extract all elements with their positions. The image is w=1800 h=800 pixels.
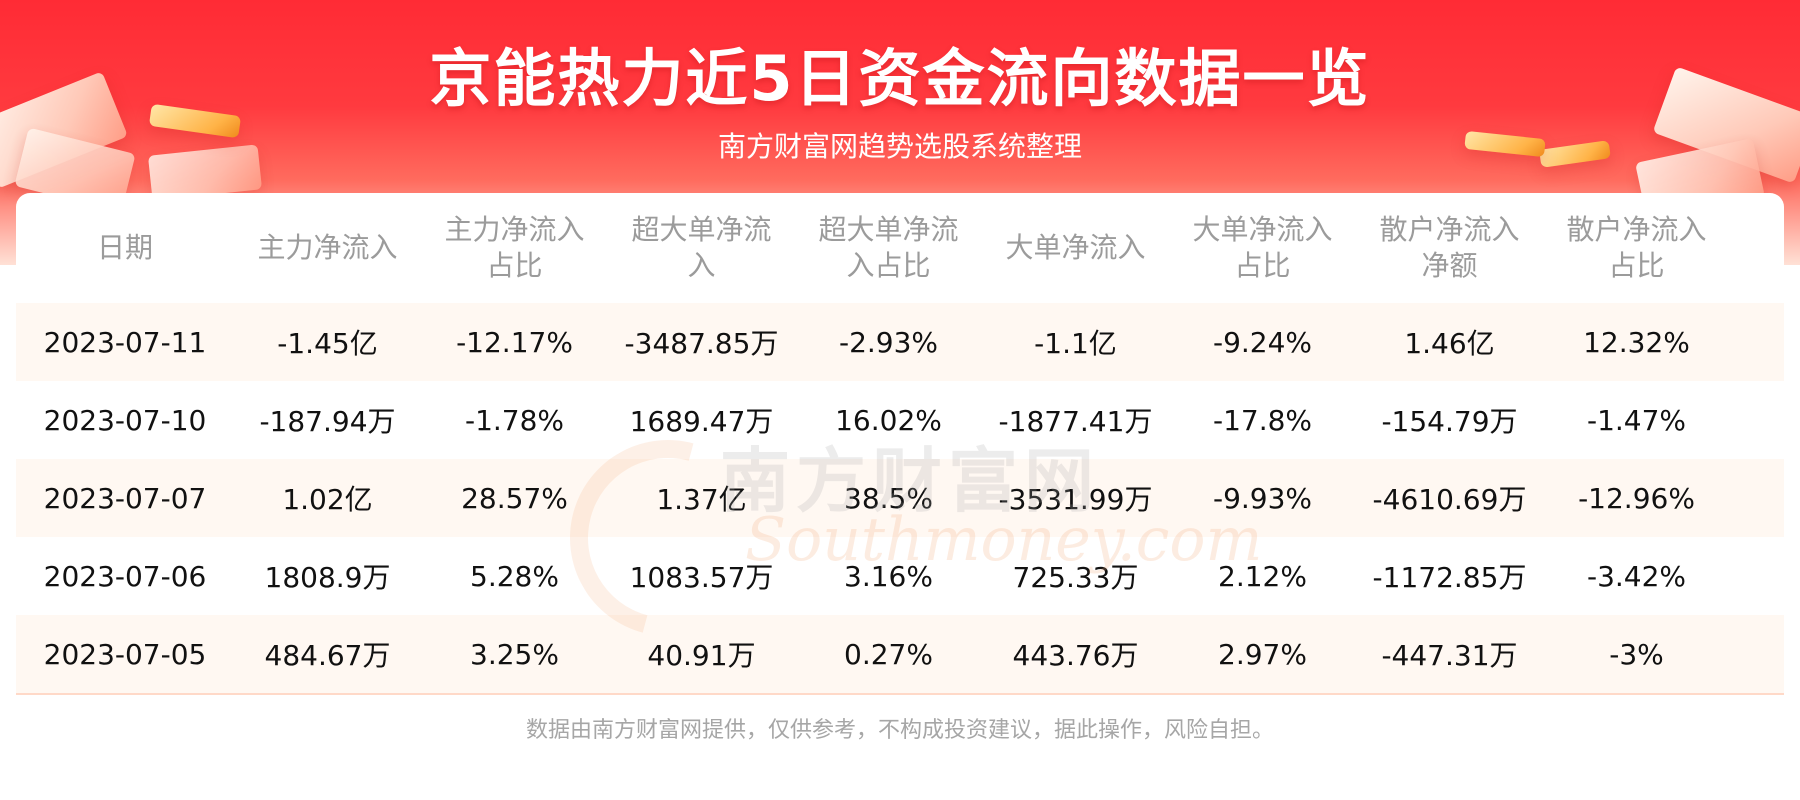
value-cell: 1689.47万 [629,405,774,438]
column-header-label: 散户净流入 [1379,213,1520,246]
column-header: 主力净流入 [234,193,421,303]
column-header-label: 大单净流入 [1005,231,1146,264]
value-cell: -3487.85万 [624,327,779,360]
table-row: 2023-07-07 1.02亿 28.57% 1.37亿 38.5% -3531.99万… [16,459,1784,537]
column-header: 大单净流入 占比 [1169,193,1356,303]
table-row: 2023-07-05 484.67万 3.25% 40.91万 0.27% 443.76万… [16,615,1784,693]
page-title: 京能热力近5日资金流向数据一览 [429,42,1371,115]
column-header: 超大单净流 入占比 [795,193,982,303]
column-header-label: 净额 [1421,249,1478,282]
value-cell: -1877.41万 [998,405,1153,438]
value-cell: 40.91万 [647,639,756,672]
value-cell: -4610.69万 [1372,483,1527,516]
column-header-label: 入占比 [846,249,931,282]
column-header: 日期 [16,193,234,303]
column-header-label: 超大单净流 [818,213,959,246]
column-header-label: 日期 [96,231,153,264]
value-cell: -1.45亿 [277,327,378,360]
value-cell: 443.76万 [1012,639,1139,672]
value-cell: 484.67万 [264,639,391,672]
column-header-label: 主力净流入 [257,231,398,264]
value-cell: 1.37亿 [656,483,747,516]
value-cell: -187.94万 [259,405,396,438]
column-header: 散户净流入 占比 [1543,193,1730,303]
value-cell: 3.16% [844,559,933,593]
table-row: 2023-07-11 -1.45亿 -12.17% -3487.85万 -2.93% -1… [16,303,1784,381]
value-cell: 1083.57万 [629,561,774,594]
value-cell: -3% [1609,637,1664,671]
footer-disclaimer: 数据由南方财富网提供，仅供参考，不构成投资建议，据此操作，风险自担。 [525,718,1274,743]
table-row: 2023-07-06 1808.9万 5.28% 1083.57万 3.16% 725.3… [16,537,1784,615]
value-cell: 28.57% [461,481,568,515]
value-cell: -1.78% [464,403,565,437]
column-header-label: 占比 [1234,249,1291,282]
value-cell: 725.33万 [1012,561,1139,594]
column-header-label: 入 [687,249,716,282]
value-cell: 0.27% [844,637,933,671]
value-cell: 2.97% [1218,637,1307,671]
date-cell: 2023-07-10 [43,403,207,437]
table-row: 2023-07-10 -187.94万 -1.78% 1689.47万 16.02% -1… [16,381,1784,459]
value-cell: -1.47% [1586,403,1687,437]
page-subtitle: 南方财富网趋势选股系统整理 [717,130,1082,163]
value-cell: -1172.85万 [1372,561,1527,594]
value-cell: -12.96% [1578,481,1695,515]
value-cell: 2.12% [1218,559,1307,593]
value-cell: 16.02% [835,403,942,437]
value-cell: 3.25% [470,637,559,671]
column-header-label: 超大单净流 [631,213,772,246]
value-cell: -9.24% [1212,325,1313,359]
value-cell: -9.93% [1212,481,1313,515]
data-table-card: 日期 主力净流入 主力净流入 占比 超大单净流入超大单净流 入占比 大单净流入 大单净流入 占比… [16,193,1784,693]
table-header-row: 日期 主力净流入 主力净流入 占比 超大单净流入超大单净流 入占比 大单净流入 大单净流入 占比… [16,193,1784,303]
column-header: 超大单净流入 [608,193,795,303]
value-cell: 1.46亿 [1404,327,1495,360]
column-header-label: 散户净流入 [1566,213,1707,246]
table-body: 2023-07-11 -1.45亿 -12.17% -3487.85万 -2.93% -1… [16,303,1784,693]
column-header-label: 大单净流入 [1192,213,1333,246]
column-header: 散户净流入 净额 [1356,193,1543,303]
column-header-label: 占比 [1608,249,1665,282]
value-cell: -447.31万 [1381,639,1518,672]
column-header-label: 主力净流入 [444,213,585,246]
value-cell: -12.17% [456,325,573,359]
column-header: 大单净流入 [982,193,1169,303]
value-cell: -3531.99万 [998,483,1153,516]
value-cell: 5.28% [470,559,559,593]
footer-divider [16,693,1784,695]
value-cell: -3.42% [1586,559,1687,593]
date-cell: 2023-07-07 [43,481,207,515]
value-cell: 1808.9万 [264,561,391,594]
value-cell: -154.79万 [1381,405,1518,438]
date-cell: 2023-07-06 [43,559,207,593]
value-cell: -17.8% [1212,403,1313,437]
column-header-label: 占比 [486,249,543,282]
value-cell: 1.02亿 [282,483,373,516]
value-cell: -1.1亿 [1034,327,1117,360]
column-header: 主力净流入 占比 [421,193,608,303]
value-cell: 12.32% [1583,325,1690,359]
date-cell: 2023-07-05 [43,637,207,671]
value-cell: -2.93% [838,325,939,359]
value-cell: 38.5% [844,481,933,515]
date-cell: 2023-07-11 [43,325,207,359]
